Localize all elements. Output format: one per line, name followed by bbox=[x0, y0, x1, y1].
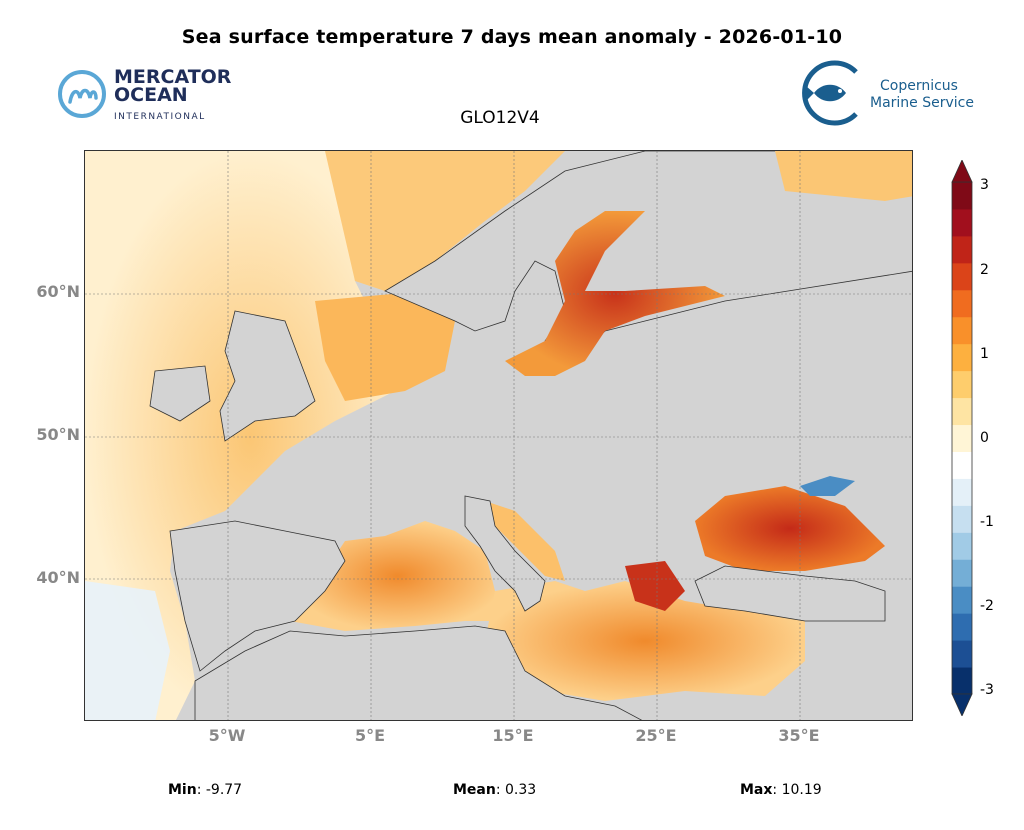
colorbar-step bbox=[952, 532, 972, 560]
norwegian-sea-area bbox=[325, 151, 565, 291]
colorbar-max-arrow bbox=[951, 160, 973, 183]
colorbar-step bbox=[952, 397, 972, 426]
mercator-ocean-logo: MERCATOR OCEAN INTERNATIONAL bbox=[56, 66, 256, 122]
anatolia-land bbox=[694, 565, 886, 622]
stat-mean-value: : 0.33 bbox=[495, 782, 537, 798]
colorbar-step bbox=[952, 182, 972, 210]
north-atlantic-area bbox=[85, 151, 415, 720]
lon-label-15e: 15°E bbox=[492, 726, 534, 745]
black-sea-area bbox=[695, 486, 885, 571]
lon-label-5e: 5°E bbox=[354, 726, 386, 745]
stat-mean: Mean: 0.33 bbox=[453, 782, 536, 798]
lon-label-35e: 35°E bbox=[778, 726, 820, 745]
logo-line-3: INTERNATIONAL bbox=[114, 112, 206, 122]
logo-right-line-1: Copernicus bbox=[880, 78, 958, 94]
colorbar-step bbox=[952, 208, 972, 237]
colorbar-tick-3: 3 bbox=[980, 177, 989, 193]
colorbar-tick-neg1: -1 bbox=[980, 514, 994, 530]
chart-title: Sea surface temperature 7 days mean anom… bbox=[181, 26, 843, 48]
colorbar-tick-neg3: -3 bbox=[980, 682, 994, 698]
logo-line-1: MERCATOR bbox=[114, 66, 232, 88]
adriatic-sea-area bbox=[485, 501, 565, 581]
baltic-sea-area bbox=[505, 211, 725, 376]
colorbar bbox=[951, 160, 973, 716]
iberia-land bbox=[169, 520, 346, 672]
colorbar-step bbox=[952, 478, 972, 506]
colorbar-steps bbox=[952, 182, 972, 695]
colorbar-step bbox=[952, 370, 972, 399]
north-africa-land bbox=[194, 625, 643, 720]
mercator-m-icon bbox=[58, 70, 106, 118]
colorbar-step bbox=[952, 559, 972, 587]
model-name: GLO12V4 bbox=[460, 108, 540, 128]
colorbar-step bbox=[952, 640, 972, 668]
colorbar-step bbox=[952, 505, 972, 533]
colorbar-step bbox=[952, 289, 972, 318]
colorbar-tick-0: 0 bbox=[980, 430, 989, 446]
colorbar-step bbox=[952, 235, 972, 264]
colorbar-tick-2: 2 bbox=[980, 262, 989, 278]
lat-label-50n: 50°N bbox=[36, 425, 80, 444]
fish-icon bbox=[802, 60, 858, 126]
stat-min: Min: -9.77 bbox=[168, 782, 242, 798]
stat-max-value: : 10.19 bbox=[772, 782, 822, 798]
colorbar-step bbox=[952, 667, 972, 695]
stat-min-value: : -9.77 bbox=[196, 782, 243, 798]
lat-label-60n: 60°N bbox=[36, 282, 80, 301]
colorbar-step bbox=[952, 451, 972, 479]
colorbar-step bbox=[952, 316, 972, 345]
graticule bbox=[85, 151, 912, 720]
stat-mean-label: Mean bbox=[453, 782, 496, 798]
aegean-sea-area bbox=[625, 561, 685, 611]
map-canvas bbox=[85, 151, 912, 720]
ireland-land bbox=[149, 365, 211, 422]
british-isles-land bbox=[219, 310, 316, 442]
lon-label-5w: 5°W bbox=[208, 726, 246, 745]
colorbar-tick-neg2: -2 bbox=[980, 598, 994, 614]
lon-label-25e: 25°E bbox=[635, 726, 677, 745]
colorbar-step bbox=[952, 586, 972, 614]
stat-max-label: Max bbox=[740, 782, 773, 798]
lat-label-40n: 40°N bbox=[36, 568, 80, 587]
colorbar-step bbox=[952, 424, 972, 452]
colorbar-tick-1: 1 bbox=[980, 346, 989, 362]
colorbar-step bbox=[952, 262, 972, 291]
eastern-mediterranean-area bbox=[485, 581, 805, 701]
barents-sea-area bbox=[775, 151, 912, 201]
colorbar-step bbox=[952, 343, 972, 372]
western-mediterranean-area bbox=[290, 521, 505, 631]
italy-land bbox=[464, 495, 546, 612]
copernicus-marine-logo: Copernicus Marine Service bbox=[798, 60, 988, 126]
atlantic-cool-patch bbox=[85, 581, 170, 720]
colorbar-min-arrow bbox=[951, 693, 973, 716]
stat-max: Max: 10.19 bbox=[740, 782, 822, 798]
sea-of-azov-area bbox=[800, 476, 855, 496]
logo-right-line-2: Marine Service bbox=[870, 95, 974, 111]
sst-anomaly-map bbox=[84, 150, 913, 721]
logo-line-2: OCEAN bbox=[114, 84, 188, 106]
stat-min-label: Min bbox=[168, 782, 197, 798]
colorbar-step bbox=[952, 613, 972, 641]
north-sea-area bbox=[315, 291, 455, 401]
